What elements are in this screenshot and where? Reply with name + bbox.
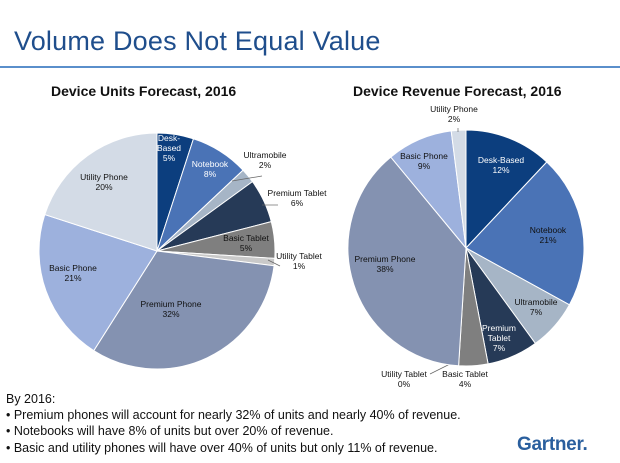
title-divider [0, 66, 620, 68]
units-label-desk-based: Desk-Based 5% [157, 133, 181, 163]
revenue-label-premium-tablet: Premium Tablet 7% [482, 323, 516, 353]
revenue-label-premium-phone: Premium Phone 38% [355, 254, 416, 274]
units-label-utility-tablet: Utility Tablet 1% [276, 251, 322, 271]
logo-dot: . [582, 434, 588, 455]
note-premium-phones: • Premium phones will account for nearly… [6, 408, 461, 423]
logo-text: Gartner [517, 434, 583, 455]
units-label-premium-tablet: Premium Tablet 6% [268, 188, 328, 208]
summary-notes: By 2016: • Premium phones will account f… [6, 391, 461, 456]
revenue-label-basic-phone: Basic Phone 9% [400, 151, 448, 171]
units-slice-utility-phone [44, 132, 158, 252]
units-slice-basic-phone [38, 213, 158, 352]
revenue-label-ultramobile: Ultramobile 7% [515, 297, 558, 317]
units-label-ultramobile: Ultramobile 2% [244, 150, 287, 170]
gartner-logo: Gartner. [517, 434, 588, 456]
revenue-slice-notebook [465, 161, 585, 306]
revenue-label-basic-tablet: Basic Tablet 4% [442, 369, 488, 389]
revenue-slice-utility-phone [450, 129, 467, 249]
units-label-basic-tablet: Basic Tablet 5% [223, 233, 269, 253]
revenue-label-utility-tablet: Utility Tablet 0% [381, 369, 427, 389]
units-pie: Desk-Based 5% Notebook 8% Ultramobile 2% Premi… [38, 132, 328, 370]
revenue-label-utility-phone: Utility Phone 2% [430, 104, 478, 124]
units-leader-utility-tablet [267, 259, 281, 267]
note-notebooks: • Notebooks will have 8% of units but ov… [6, 424, 334, 439]
revenue-chart-title: Device Revenue Forecast, 2016 [353, 83, 562, 99]
revenue-label-desk-based: Desk-Based 12% [478, 155, 525, 175]
revenue-slice-premium-phone [347, 156, 467, 367]
revenue-label-notebook: Notebook 21% [530, 225, 567, 245]
revenue-pie: Desk-Based 12% Notebook 21% Ultramobile 7% Pre… [347, 104, 585, 389]
slide-title: Volume Does Not Equal Value [14, 26, 381, 56]
note-basic-utility-phones: • Basic and utility phones will have ove… [6, 440, 438, 455]
units-label-utility-phone: Utility Phone 20% [80, 172, 128, 192]
notes-heading: By 2016: [6, 392, 56, 406]
units-chart-title: Device Units Forecast, 2016 [51, 83, 237, 99]
units-label-premium-phone: Premium Phone 32% [141, 299, 202, 319]
units-label-basic-phone: Basic Phone 21% [49, 263, 97, 283]
revenue-slice-desk-based [465, 129, 548, 250]
units-label-notebook: Notebook 8% [192, 159, 229, 179]
units-leader-ultramobile [231, 175, 263, 182]
